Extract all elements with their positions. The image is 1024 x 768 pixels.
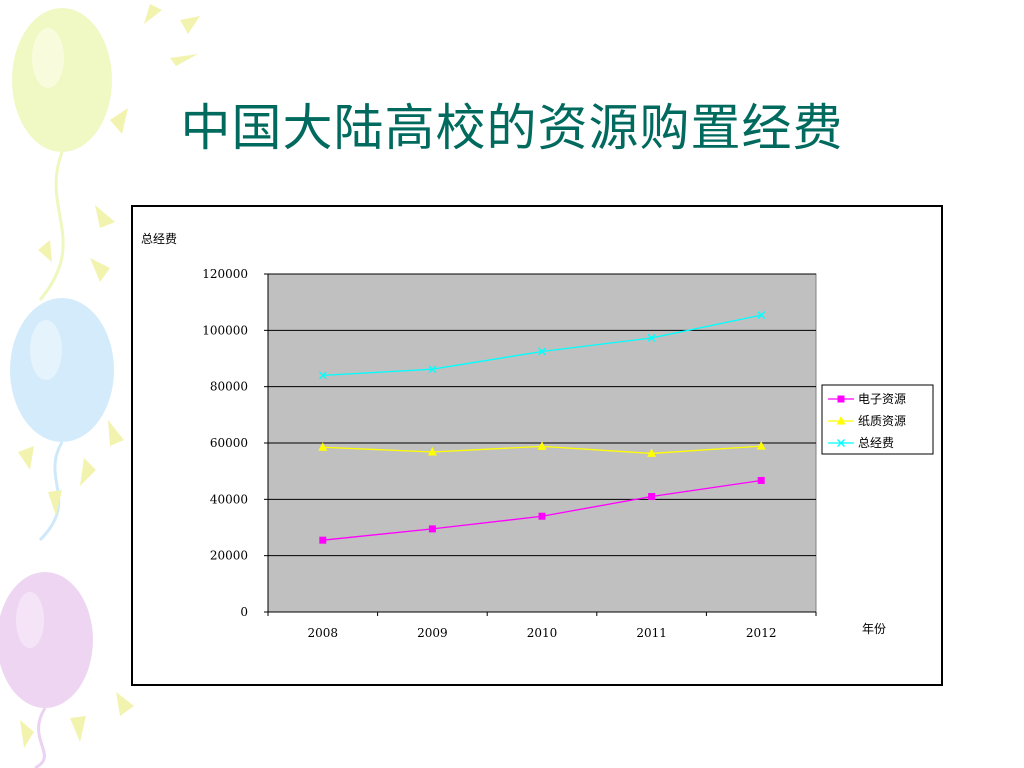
balloon-blue (10, 298, 114, 442)
y-tick-label: 120000 (202, 267, 248, 281)
legend-marker (837, 439, 845, 447)
data-point (538, 512, 546, 520)
data-point (427, 447, 437, 456)
y-axis-title: 总经费 (141, 232, 177, 246)
data-point (757, 311, 766, 320)
legend-marker (837, 395, 845, 403)
balloon-purple (0, 572, 93, 708)
slide-title: 中国大陆高校的资源购置经费 (180, 99, 844, 157)
x-tick-label: 2012 (746, 626, 777, 640)
legend-marker (836, 416, 846, 425)
legend-label: 纸质资源 (858, 414, 906, 428)
y-tick-label: 80000 (210, 380, 248, 394)
y-tick-label: 40000 (210, 492, 248, 506)
y-tick-label: 20000 (210, 549, 248, 563)
x-tick-label: 2010 (527, 626, 558, 640)
data-point (756, 441, 766, 450)
y-tick-label: 0 (240, 605, 248, 619)
series-1 (319, 476, 765, 544)
line-chart: 0 20000 40000 60000 80000 100000 120000 2008 200… (141, 232, 934, 640)
data-point (538, 347, 546, 356)
sun-rays (18, 4, 200, 748)
series-2 (318, 441, 766, 457)
x-tick-label: 2008 (308, 626, 339, 640)
data-point (757, 476, 765, 484)
data-point (318, 371, 327, 380)
x-tick-label: 2009 (417, 626, 448, 640)
series-3 (318, 311, 766, 380)
x-tick-label: 2011 (636, 626, 667, 640)
y-tick-label: 100000 (202, 323, 248, 337)
data-point (428, 365, 437, 374)
data-point (318, 442, 328, 451)
data-point (319, 536, 327, 544)
data-point (648, 493, 656, 501)
data-point (537, 441, 547, 450)
legend-label: 电子资源 (858, 392, 906, 406)
data-point (647, 448, 657, 457)
data-point (428, 525, 436, 533)
legend-label: 总经费 (858, 436, 894, 450)
chart-frame: 0 20000 40000 60000 80000 100000 120000 2008 200… (131, 205, 943, 686)
data-point (647, 333, 656, 342)
y-tick-label: 60000 (210, 436, 248, 450)
x-axis-title: 年份 (862, 622, 886, 636)
